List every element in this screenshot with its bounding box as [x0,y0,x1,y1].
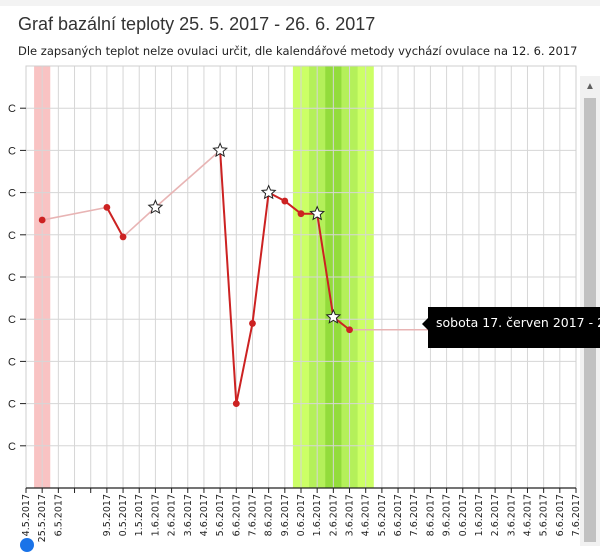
temperature-chart: C C C C C C C C C 4.5.2017 25.5.2017 6.5.2017 9.5.20… [8,65,580,542]
x-tick-label: 9.5.2017 [102,494,113,536]
y-tick-label: C [8,314,16,326]
scroll-up-button[interactable]: ▲ [580,76,600,96]
x-tick-label: 4.6.2017 [522,494,533,536]
x-tick-label: 8.6.2017 [264,494,275,536]
series-segment [219,150,238,404]
x-tick-label: 6.6.2017 [555,494,566,536]
x-tick-label: 7.6.2017 [409,494,420,536]
x-tick-label: 6.5.2017 [53,494,64,536]
series-segment [42,206,108,221]
series-segment [154,149,221,208]
x-tick-label: 3.6.2017 [506,494,517,536]
y-tick-label: C [8,272,16,284]
data-point [297,210,305,218]
x-tick-label: 0.5.2017 [118,494,129,536]
x-tick-label: 2.6.2017 [490,494,501,536]
y-tick-label: C [8,188,16,200]
y-tick-label: C [8,441,16,453]
series-segment [251,192,270,324]
x-tick-label: 9.6.2017 [442,494,453,536]
page-title: Graf bazální teploty 25. 5. 2017 - 26. 6… [18,14,376,34]
x-tick-label: 25.5.2017 [37,494,48,542]
x-tick-label: 1.6.2017 [474,494,485,536]
data-point [119,233,127,241]
x-tick-label: 7.6.2017 [571,494,580,536]
series-segment [106,206,124,238]
x-tick-label: 6.6.2017 [393,494,404,536]
x-tick-label: 1.5.2017 [134,494,145,536]
x-tick-label: 4.6.2017 [361,494,372,536]
series-segment [316,213,335,318]
data-point-star [147,199,164,215]
data-point [232,400,240,407]
x-tick-label: 3.6.2017 [183,494,194,536]
series-segment [235,323,254,404]
data-point [103,203,111,211]
tooltip-pointer [422,318,428,330]
x-tick-label: 1.6.2017 [150,494,161,536]
data-point-star [212,142,228,158]
top-strip [0,0,600,6]
y-tick-label: C [8,145,16,157]
x-tick-label: 4.6.2017 [199,494,210,536]
data-point-star [309,205,326,221]
data-point [281,197,289,205]
data-point-star [325,308,342,324]
x-tick-label: 5.6.2017 [539,494,550,536]
y-tick-label: C [8,230,16,242]
data-point-star [260,184,277,200]
triangle-up-icon: ▲ [585,80,595,92]
x-tick-label: 2.6.2017 [167,494,178,536]
x-tick-label: 8.6.2017 [425,494,436,536]
y-tick-label: C [8,399,16,411]
y-tick-label: C [8,356,16,368]
data-point [249,320,256,327]
x-tick-label: 5.6.2017 [215,494,226,536]
data-point [38,216,46,224]
x-tick-label: 6.6.2017 [231,494,242,536]
chart-tooltip: sobota 17. červen 2017 - 24 [428,307,600,348]
page-subtitle: Dle zapsaných teplot nelze ovulaci určit… [18,44,578,58]
x-tick-label: 9.6.2017 [280,494,291,536]
x-tick-label: 7.6.2017 [247,494,258,536]
x-tick-label: 3.6.2017 [345,494,356,536]
x-tick-label: 0.6.2017 [458,494,469,536]
x-tick-label: 5.6.2017 [377,494,388,536]
data-point [346,326,353,334]
y-tick-label: C [8,103,16,115]
x-tick-label: 0.6.2017 [296,494,307,536]
x-tick-label: 4.5.2017 [21,494,32,536]
status-dot [20,538,34,552]
x-tick-label: 2.6.2017 [328,494,339,536]
x-tick-label: 1.6.2017 [312,494,323,536]
series-segment [122,206,156,238]
series-segment [284,200,302,215]
